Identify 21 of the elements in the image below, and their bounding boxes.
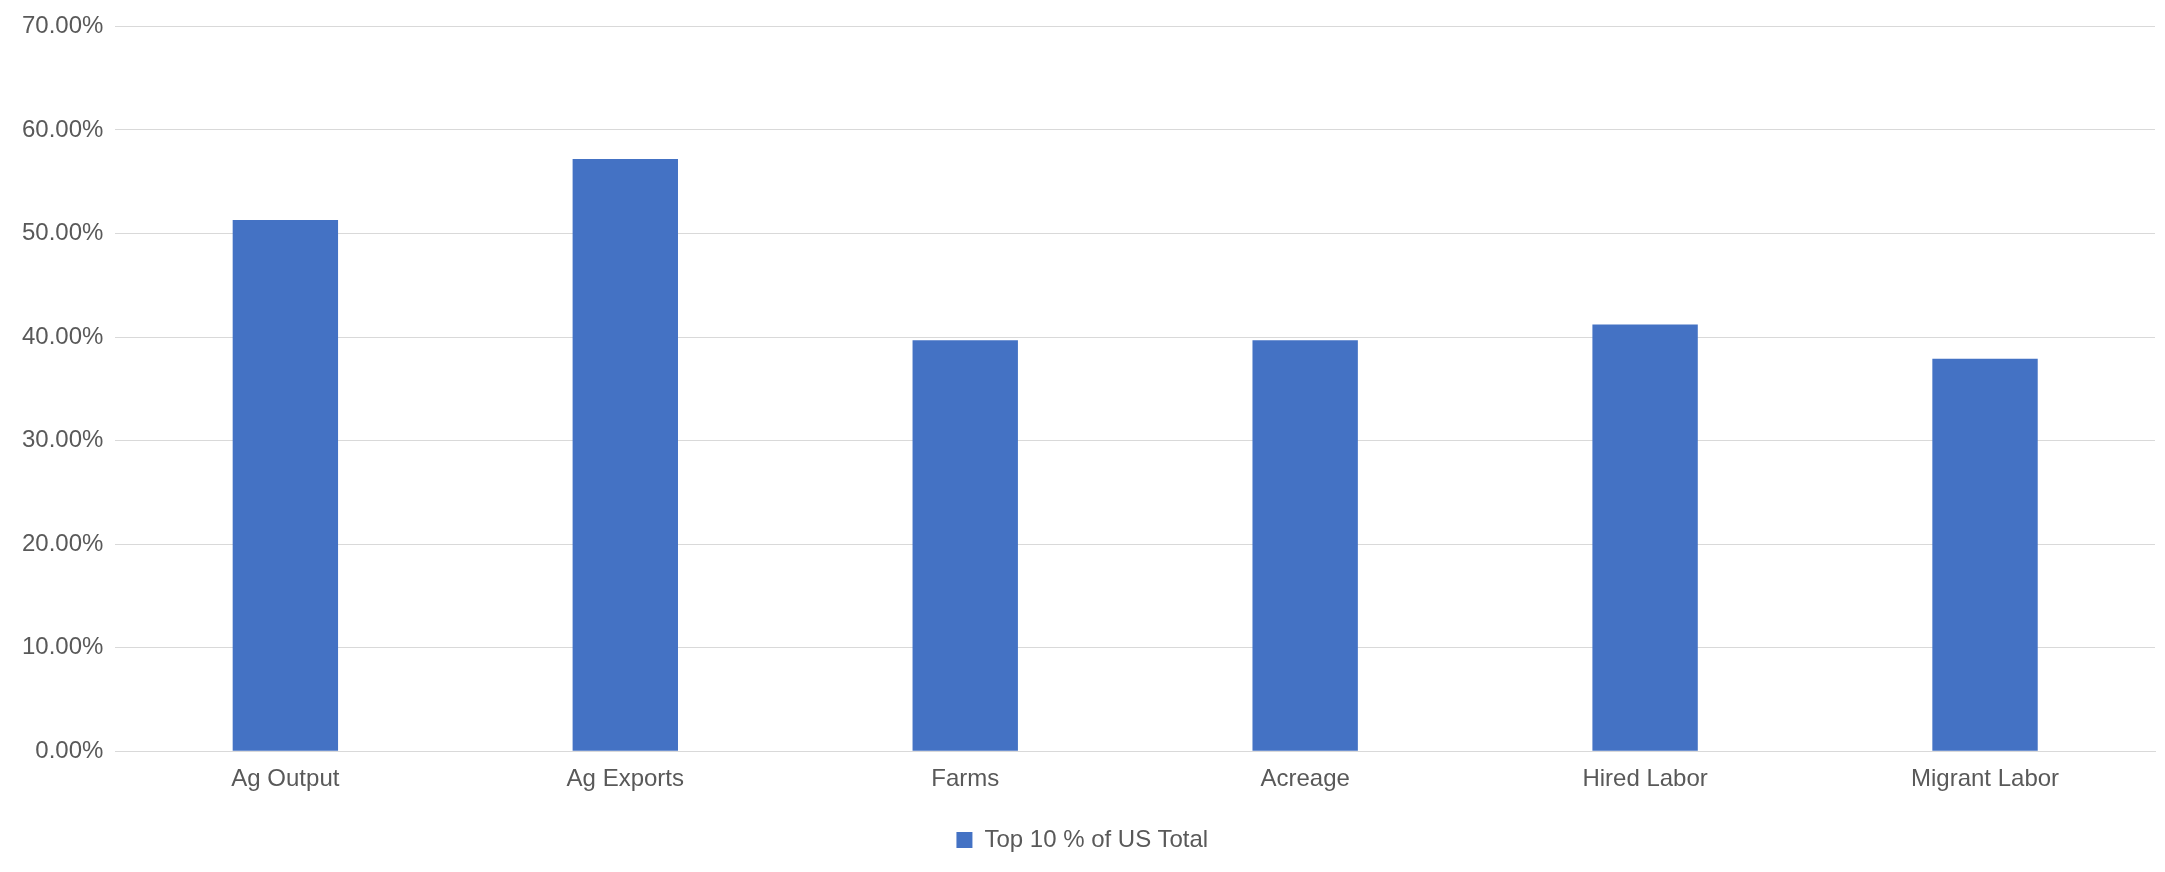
bar <box>1252 340 1358 751</box>
x-tick-label: Ag Exports <box>566 764 684 792</box>
y-tick-label: 60.00% <box>21 114 104 142</box>
x-tick-label: Migrant Labor <box>1910 764 2060 792</box>
bar <box>912 340 1018 751</box>
x-tick-label: Farms <box>931 764 1000 792</box>
bar <box>1592 324 1698 751</box>
y-tick-label: 30.00% <box>21 425 104 453</box>
bar <box>232 220 339 751</box>
y-tick-label: 40.00% <box>21 321 104 349</box>
y-tick-label: 20.00% <box>21 528 104 556</box>
x-tick-label: Ag Output <box>231 764 340 792</box>
x-tick-label: Acreage <box>1260 764 1350 792</box>
x-tick-label: Hired Labor <box>1582 764 1708 792</box>
y-tick-label: 10.00% <box>21 632 104 660</box>
y-tick-label: 50.00% <box>21 218 104 246</box>
bar <box>1932 358 2038 751</box>
legend-label: Top 10 % of US Total <box>984 824 1209 852</box>
y-tick-label: 0.00% <box>35 735 104 763</box>
y-tick-label: 70.00% <box>21 11 104 39</box>
bar <box>572 158 678 751</box>
